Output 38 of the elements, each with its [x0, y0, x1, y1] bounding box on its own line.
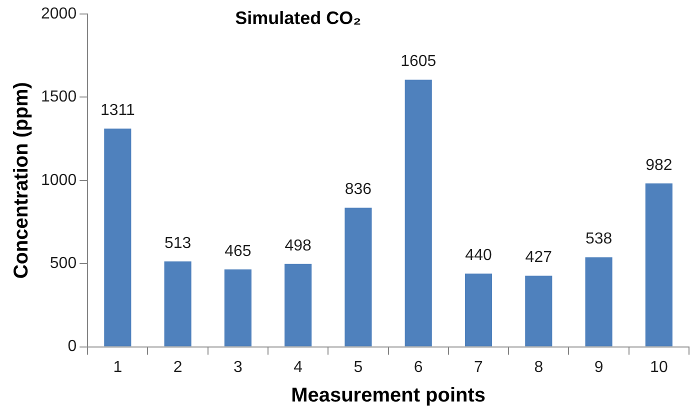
bar: [164, 261, 192, 346]
y-tick-label: 2000: [41, 5, 77, 22]
bar: [585, 257, 612, 346]
data-label: 982: [646, 156, 672, 174]
bar: [464, 274, 492, 346]
data-label: 465: [224, 242, 252, 260]
x-tick-label: 10: [650, 358, 668, 376]
bar: [404, 80, 432, 346]
x-tick-label: 8: [534, 358, 544, 376]
data-label: 498: [284, 237, 312, 254]
y-axis-title: Concentration (ppm): [10, 82, 33, 279]
x-tick-label: 1: [113, 358, 122, 376]
data-label: 538: [585, 230, 612, 248]
bar: [645, 183, 672, 346]
bar: [284, 264, 312, 346]
x-tick-label: 7: [474, 358, 484, 376]
y-tick-label: 1500: [41, 88, 77, 106]
x-tick-label: 9: [594, 358, 604, 376]
data-label: 427: [525, 249, 552, 266]
chart-title: Simulated CO₂: [235, 8, 362, 28]
y-tick-label: 0: [68, 338, 77, 356]
y-tick-label: 500: [50, 255, 77, 272]
x-tick-label: 6: [414, 358, 423, 376]
x-tick-label: 5: [354, 358, 363, 376]
x-tick-label: 4: [294, 358, 303, 376]
x-tick-label: 3: [233, 358, 242, 376]
data-label: 513: [164, 234, 192, 252]
data-label: 836: [344, 181, 372, 198]
bar: [224, 269, 252, 346]
data-label: 1311: [100, 102, 135, 120]
data-label: 440: [465, 246, 492, 264]
y-tick-label: 1000: [41, 172, 77, 189]
data-label: 1605: [400, 53, 436, 70]
x-tick-label: 2: [173, 358, 182, 376]
bar: [344, 208, 372, 346]
x-axis-title: Measurement points: [291, 384, 486, 407]
bar: [104, 128, 132, 346]
bar: [525, 276, 552, 346]
